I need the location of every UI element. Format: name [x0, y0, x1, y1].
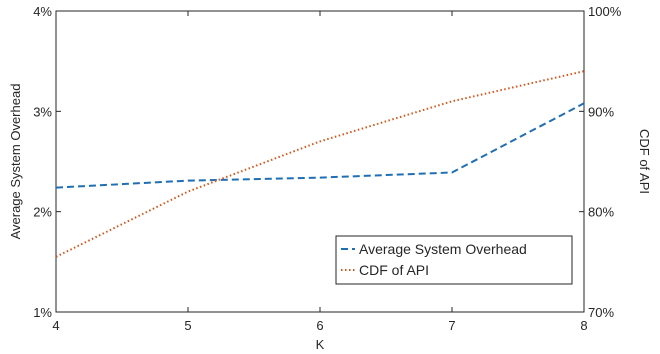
legend-label-overhead: Average System Overhead	[359, 241, 527, 257]
right-y-axis-ticks: 70% 80% 90% 100%	[579, 4, 622, 320]
x-axis-ticks: 4 5 6 7 8	[52, 11, 588, 333]
series-line-average-system-overhead	[55, 102, 585, 189]
x-tick-label: 8	[580, 318, 587, 333]
series-layer	[55, 70, 585, 258]
left-y-axis-ticks: 1% 2% 3% 4%	[33, 4, 61, 320]
x-tick-label: 4	[52, 318, 59, 333]
legend-label-cdf: CDF of API	[359, 262, 429, 278]
right-y-axis-label: CDF of API	[637, 129, 652, 194]
x-tick-label: 6	[316, 318, 323, 333]
legend-box	[335, 235, 573, 285]
right-y-tick-label: 90%	[588, 104, 614, 119]
right-y-tick-label: 80%	[588, 205, 614, 220]
right-y-tick-label: 100%	[588, 4, 622, 19]
left-y-tick-label: 4%	[33, 4, 52, 19]
left-y-tick-label: 2%	[33, 205, 52, 220]
right-y-tick-label: 70%	[588, 305, 614, 320]
x-tick-label: 5	[184, 318, 191, 333]
left-y-tick-label: 3%	[33, 104, 52, 119]
left-y-tick-label: 1%	[33, 305, 52, 320]
x-axis-label: K	[316, 337, 325, 352]
legend: Average System Overhead CDF of API	[335, 235, 573, 285]
x-tick-label: 7	[448, 318, 455, 333]
series-line-cdf-of-api	[55, 70, 585, 258]
left-y-axis-label: Average System Overhead	[8, 84, 23, 240]
